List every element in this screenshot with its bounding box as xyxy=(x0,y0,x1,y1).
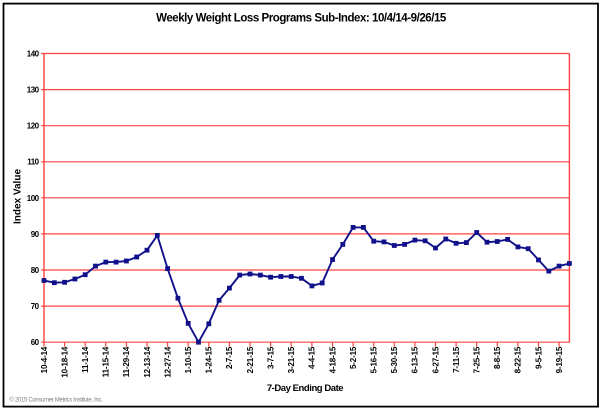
svg-text:3-7-15: 3-7-15 xyxy=(266,346,275,369)
svg-text:60: 60 xyxy=(31,338,40,347)
svg-text:Index Value: Index Value xyxy=(13,169,24,224)
svg-text:2-7-15: 2-7-15 xyxy=(225,346,234,369)
svg-text:7-25-15: 7-25-15 xyxy=(473,346,482,373)
svg-text:9-5-15: 9-5-15 xyxy=(534,346,543,369)
svg-text:70: 70 xyxy=(31,302,40,311)
svg-text:3-21-15: 3-21-15 xyxy=(287,346,296,373)
svg-text:10-4-14: 10-4-14 xyxy=(40,346,49,373)
svg-text:5-16-15: 5-16-15 xyxy=(370,346,379,373)
svg-text:© 2015 Consumer Metrics Instit: © 2015 Consumer Metrics Institute, Inc. xyxy=(10,397,104,404)
svg-text:100: 100 xyxy=(27,194,40,203)
svg-text:11-1-14: 11-1-14 xyxy=(81,346,90,373)
svg-text:7-Day Ending Date: 7-Day Ending Date xyxy=(267,383,343,394)
svg-text:1-10-15: 1-10-15 xyxy=(184,346,193,373)
svg-text:10-18-14: 10-18-14 xyxy=(60,346,69,378)
svg-text:80: 80 xyxy=(31,266,40,275)
svg-text:6-13-15: 6-13-15 xyxy=(411,346,420,373)
svg-text:90: 90 xyxy=(31,230,40,239)
svg-text:8-8-15: 8-8-15 xyxy=(493,346,502,369)
svg-text:4-18-15: 4-18-15 xyxy=(328,346,337,373)
svg-text:12-13-14: 12-13-14 xyxy=(143,346,152,378)
svg-text:2-21-15: 2-21-15 xyxy=(246,346,255,373)
svg-text:130: 130 xyxy=(27,86,40,95)
svg-text:120: 120 xyxy=(27,122,40,131)
svg-text:5-2-15: 5-2-15 xyxy=(349,346,358,369)
svg-text:11-29-14: 11-29-14 xyxy=(122,346,131,377)
svg-text:8-22-15: 8-22-15 xyxy=(514,346,523,373)
svg-text:12-27-14: 12-27-14 xyxy=(163,346,172,378)
svg-text:7-11-15: 7-11-15 xyxy=(452,346,461,373)
svg-text:Weekly Weight Loss Programs Su: Weekly Weight Loss Programs Sub-Index: 1… xyxy=(156,13,447,25)
svg-text:110: 110 xyxy=(27,158,39,167)
svg-text:11-15-14: 11-15-14 xyxy=(102,346,111,377)
svg-text:5-30-15: 5-30-15 xyxy=(390,346,399,373)
svg-text:6-27-15: 6-27-15 xyxy=(431,346,440,373)
svg-text:140: 140 xyxy=(27,49,40,58)
svg-text:1-24-15: 1-24-15 xyxy=(205,346,214,373)
svg-text:9-19-15: 9-19-15 xyxy=(555,346,564,373)
svg-text:4-4-15: 4-4-15 xyxy=(308,346,317,369)
